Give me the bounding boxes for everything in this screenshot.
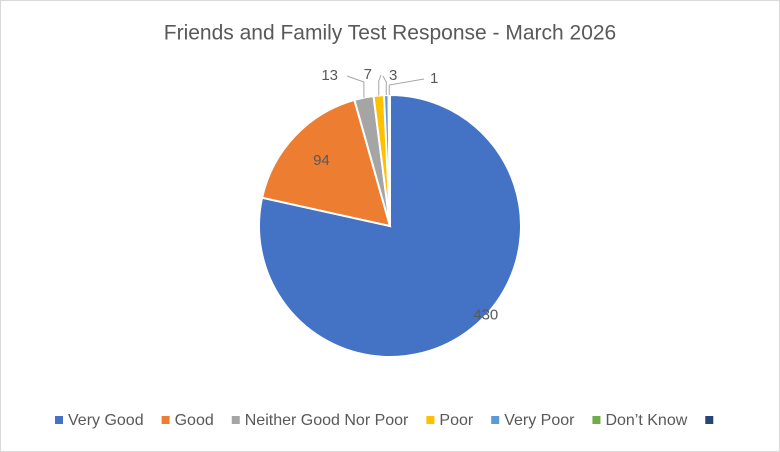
leader-line [388, 78, 425, 96]
legend-label: Good [175, 412, 214, 429]
data-label: 94 [313, 152, 330, 169]
legend-marker [705, 416, 714, 424]
legend-label: Don’t Know [605, 412, 687, 429]
data-label: 430 [473, 306, 498, 323]
legend-marker [491, 416, 500, 424]
data-label: 13 [321, 67, 338, 84]
leader-line [378, 74, 382, 96]
data-label: 7 [364, 66, 372, 83]
pie-slice [260, 98, 392, 228]
legend-marker [426, 416, 435, 424]
legend-label: Neither Good Nor Poor [245, 412, 409, 429]
legend-marker [231, 416, 240, 424]
pie-slice [258, 93, 522, 358]
legend-marker [592, 416, 601, 424]
leader-line [346, 75, 365, 98]
data-label: 1 [430, 70, 438, 87]
legend-label: Very Poor [504, 412, 575, 429]
legend-marker [55, 416, 63, 424]
chart-title: Friends and Family Test Response - March… [164, 22, 616, 45]
data-label: 3 [389, 67, 397, 84]
leader-line [382, 75, 387, 96]
legend-marker [161, 416, 170, 424]
legend-label: Poor [439, 412, 473, 429]
legend-label: Very Good [68, 412, 144, 429]
